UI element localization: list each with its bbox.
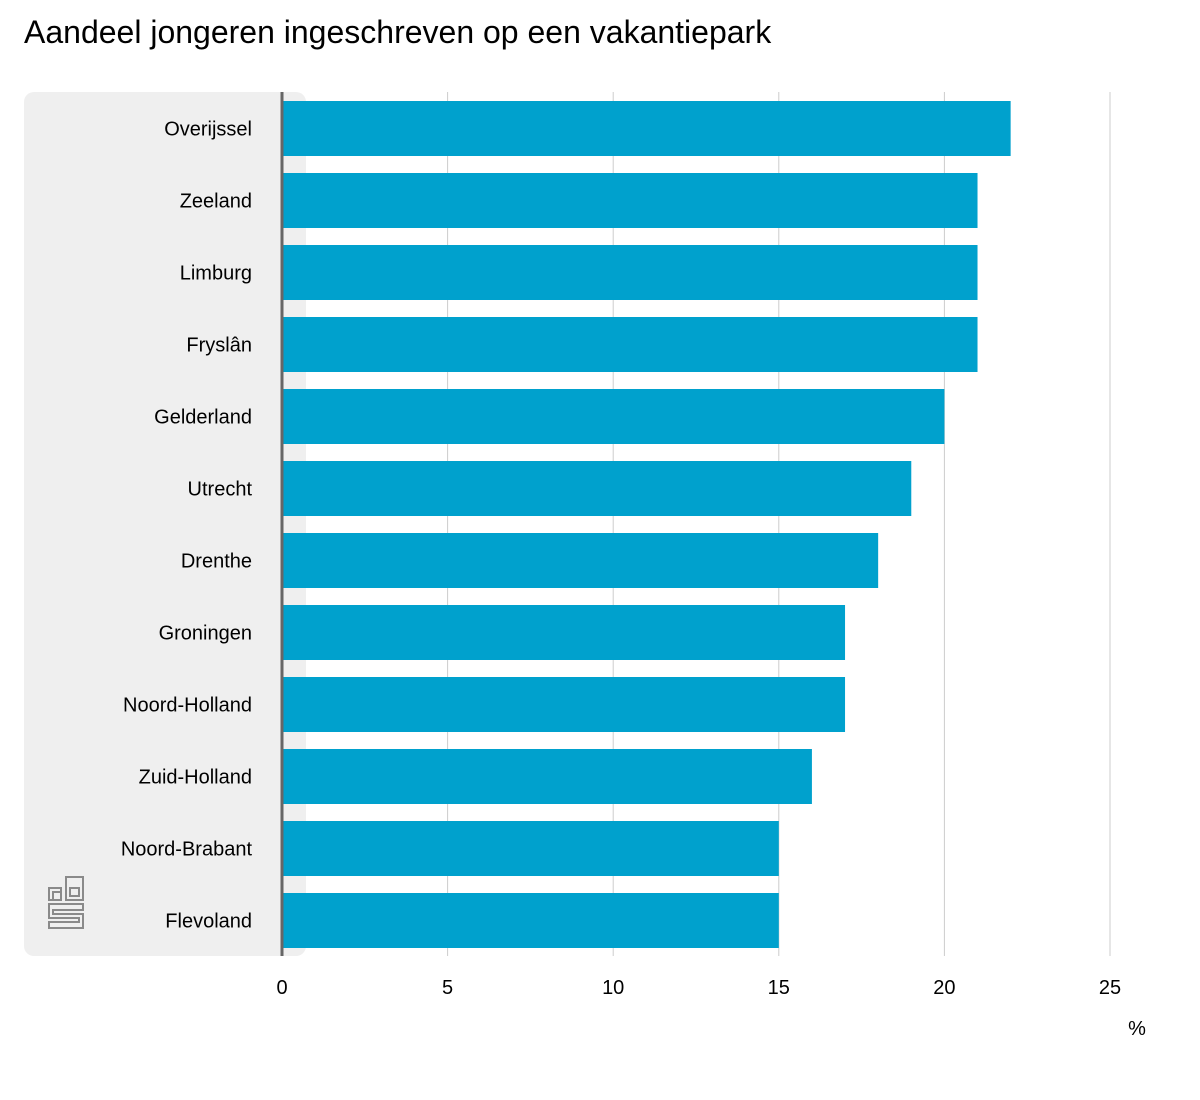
category-label: Groningen [159,623,252,645]
cbs-logo-icon [48,876,84,929]
bar [282,677,846,732]
x-tick-label: 15 [768,977,790,999]
x-axis-unit-label: % [1128,1018,1146,1040]
x-tick-label: 0 [276,977,287,999]
category-label: Fryslân [186,335,252,357]
x-tick-label: 5 [442,977,453,999]
x-tick-label: 25 [1099,977,1121,999]
bar [282,821,779,876]
x-tick-label: 20 [933,977,955,999]
bar [282,605,846,660]
bar [282,533,879,588]
category-label: Noord-Holland [123,695,252,717]
category-label: Drenthe [181,551,252,573]
category-labels: Overijssel Zeeland Limburg Fryslân Gelderlan… [121,119,253,933]
category-label: Noord-Brabant [121,839,253,861]
bars [282,101,1011,948]
category-label: Zeeland [180,191,252,213]
bar [282,101,1011,156]
category-label: Limburg [180,263,252,285]
bar [282,749,812,804]
bar [282,893,779,948]
gridlines [447,92,1111,956]
chart-title: Aandeel jongeren ingeschreven op een vak… [24,14,772,50]
bar [282,389,945,444]
label-panel [24,92,306,956]
bar [282,173,978,228]
x-tick-labels: 0 5 10 15 20 25 [276,977,1121,999]
category-label: Zuid-Holland [139,767,252,789]
category-label: Overijssel [164,119,252,141]
category-label: Flevoland [165,911,252,933]
bar [282,461,912,516]
bar [282,245,978,300]
x-tick-label: 10 [602,977,624,999]
category-label: Utrecht [188,479,253,501]
bar [282,317,978,372]
category-label: Gelderland [154,407,252,429]
